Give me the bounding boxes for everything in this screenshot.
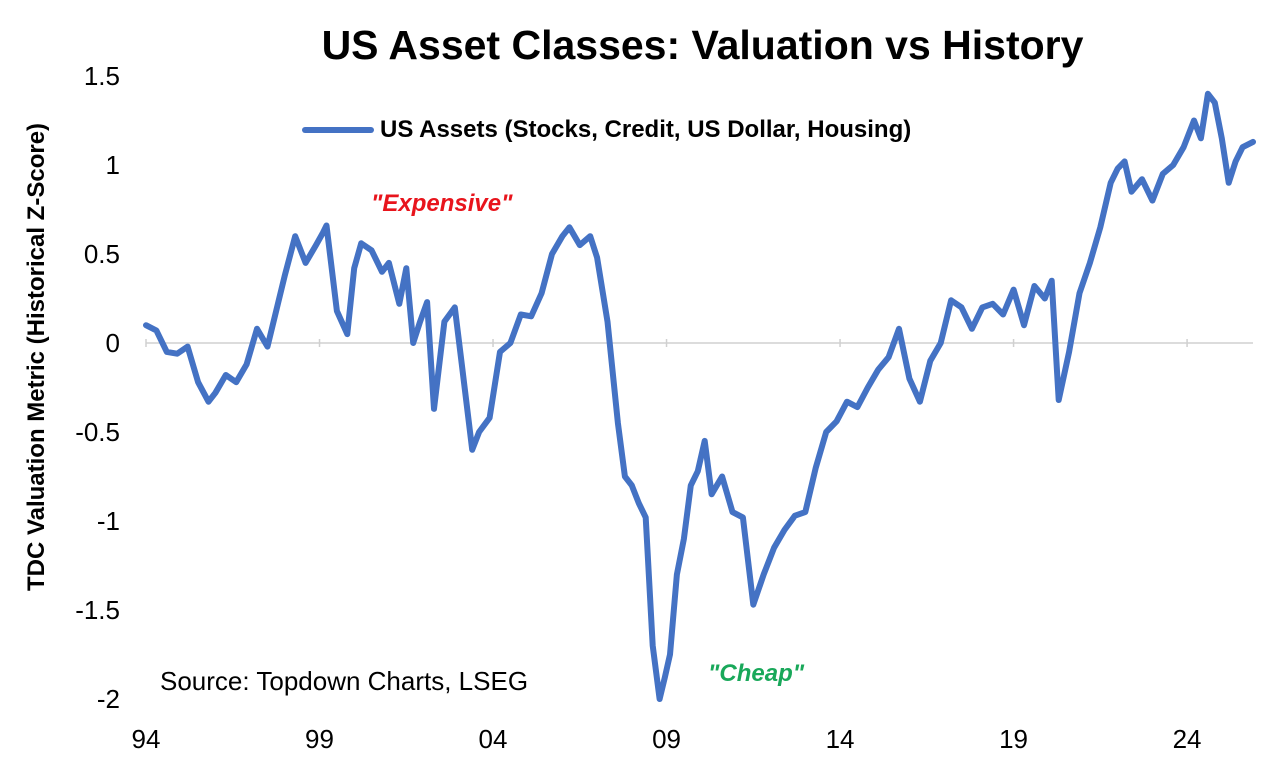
x-tick-label: 94 bbox=[132, 724, 161, 754]
y-tick-label: -1.5 bbox=[75, 595, 120, 625]
x-tick-label: 04 bbox=[479, 724, 508, 754]
y-tick-label: 0.5 bbox=[84, 239, 120, 269]
x-tick-label: 24 bbox=[1173, 724, 1202, 754]
y-tick-label: 0 bbox=[106, 328, 120, 358]
x-tick-label: 09 bbox=[652, 724, 681, 754]
annotation-cheap: "Cheap" bbox=[708, 660, 805, 687]
chart-title: US Asset Classes: Valuation vs History bbox=[321, 22, 1084, 68]
x-tick-label: 99 bbox=[305, 724, 334, 754]
annotation-expensive: "Expensive" bbox=[371, 190, 513, 217]
y-tick-label: 1 bbox=[106, 150, 120, 180]
y-tick-label: -0.5 bbox=[75, 417, 120, 447]
x-axis-ticks: 94 99 04 09 14 19 24 bbox=[132, 339, 1202, 754]
legend-line-swatch bbox=[302, 127, 374, 133]
chart-legend: US Assets (Stocks, Credit, US Dollar, Ho… bbox=[302, 116, 911, 144]
source-note: Source: Topdown Charts, LSEG bbox=[160, 666, 529, 696]
y-tick-label: -2 bbox=[97, 684, 120, 714]
y-axis-ticks: 1.5 1 0.5 0 -0.5 -1 -1.5 -2 bbox=[75, 61, 120, 714]
x-tick-label: 14 bbox=[826, 724, 855, 754]
y-tick-label: 1.5 bbox=[84, 61, 120, 91]
legend-label: US Assets (Stocks, Credit, US Dollar, Ho… bbox=[380, 116, 912, 143]
series-line-us-assets bbox=[143, 90, 1256, 702]
x-tick-label: 19 bbox=[999, 724, 1028, 754]
y-tick-label: -1 bbox=[97, 506, 120, 536]
